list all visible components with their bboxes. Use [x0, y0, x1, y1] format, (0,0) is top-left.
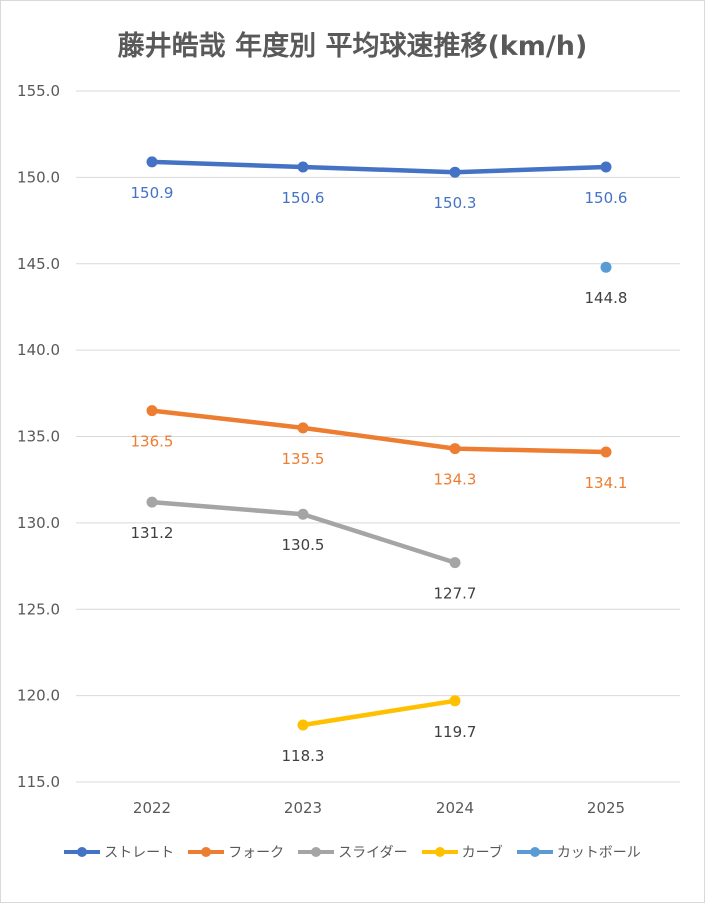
- data-label: 131.2: [131, 524, 174, 542]
- data-point: [600, 446, 612, 458]
- data-label: 118.3: [282, 747, 325, 765]
- legend-label: カーブ: [461, 845, 503, 861]
- data-labels: 150.9 150.6 150.3 150.6 136.5 135.5 134.3 134.1…: [131, 184, 628, 765]
- series-1: [146, 405, 612, 458]
- series-group: [146, 156, 612, 731]
- data-label: 150.9: [131, 184, 174, 202]
- data-point: [297, 422, 309, 434]
- data-point: [297, 719, 309, 731]
- x-tick-label: 2024: [436, 799, 474, 817]
- legend-item: カーブ: [421, 842, 503, 862]
- data-point: [297, 161, 309, 173]
- legend-swatch: [421, 842, 458, 862]
- legend-label: フォーク: [228, 845, 285, 861]
- data-label: 136.5: [131, 433, 174, 451]
- y-tick-label: 125.0: [17, 600, 60, 618]
- series-2: [146, 496, 461, 569]
- y-tick-label: 120.0: [17, 687, 60, 705]
- series-line: [149, 159, 609, 175]
- data-point: [146, 496, 158, 508]
- data-label: 119.7: [434, 723, 477, 741]
- legend-swatch: [188, 842, 225, 862]
- legend-item: ストレート: [64, 842, 174, 862]
- legend-swatch: [64, 842, 101, 862]
- x-tick-label: 2023: [284, 799, 322, 817]
- series-0: [146, 156, 612, 178]
- y-tick-label: 130.0: [17, 514, 60, 532]
- data-point: [600, 161, 612, 173]
- y-tick-label: 140.0: [17, 341, 60, 359]
- legend-label: カットボール: [556, 845, 641, 861]
- legend-item: カットボール: [516, 842, 641, 862]
- data-label: 150.3: [434, 194, 477, 212]
- data-label: 150.6: [585, 189, 628, 207]
- data-label: 127.7: [434, 585, 477, 603]
- legend-item: スライダー: [298, 842, 408, 862]
- data-label: 135.5: [282, 450, 325, 468]
- x-tick-label: 2025: [587, 799, 625, 817]
- y-tick-label: 150.0: [17, 168, 60, 186]
- series-line: [149, 408, 609, 455]
- data-point: [297, 508, 309, 520]
- chart-title: 藤井皓哉 年度別 平均球速推移(km/h): [117, 31, 588, 62]
- data-label: 134.3: [434, 471, 477, 489]
- data-label: 150.6: [282, 189, 325, 207]
- series-line: [300, 698, 458, 728]
- series-3: [297, 695, 461, 731]
- y-tick-label: 115.0: [17, 773, 60, 791]
- data-label: 144.8: [585, 289, 628, 307]
- legend-label: ストレート: [104, 845, 175, 861]
- gridlines: [76, 90, 680, 783]
- legend-swatch: [516, 842, 553, 862]
- data-point: [449, 166, 461, 178]
- legend: ストレート フォーク スライダー カーブ カットボール: [0, 842, 705, 862]
- data-label: 130.5: [282, 536, 325, 554]
- series-4: [600, 261, 612, 273]
- data-point: [146, 156, 158, 168]
- y-tick-label: 155.0: [17, 82, 60, 100]
- y-tick-label: 145.0: [17, 255, 60, 273]
- legend-label: スライダー: [338, 845, 408, 861]
- x-axis-ticks: 2022 2023 2024 2025: [133, 799, 625, 817]
- x-tick-label: 2022: [133, 799, 171, 817]
- legend-swatch: [298, 842, 335, 862]
- data-point: [146, 405, 158, 417]
- data-point: [600, 261, 612, 273]
- data-point: [449, 557, 461, 569]
- data-label: 134.1: [585, 474, 628, 492]
- data-point: [449, 695, 461, 707]
- y-axis-ticks: 115.0 120.0 125.0 130.0 135.0 140.0 145.0 150.0…: [17, 82, 60, 791]
- data-point: [449, 443, 461, 455]
- y-tick-label: 135.0: [17, 428, 60, 446]
- legend-item: フォーク: [188, 842, 284, 862]
